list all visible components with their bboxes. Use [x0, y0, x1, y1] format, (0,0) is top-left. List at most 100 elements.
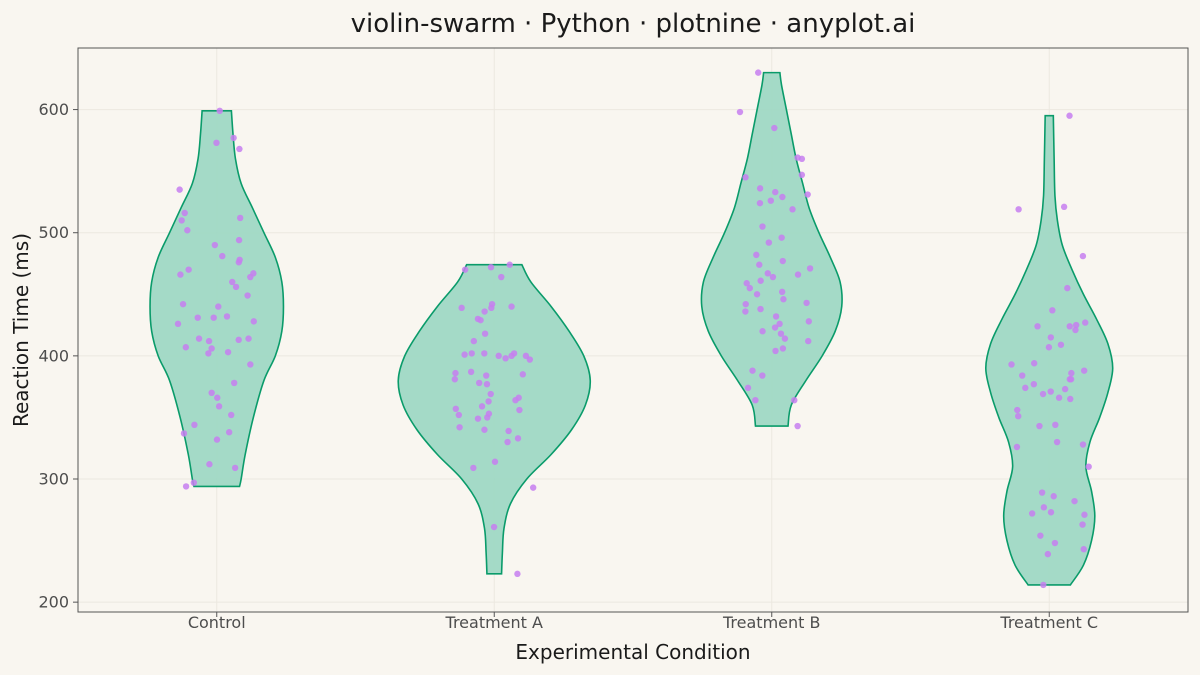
data-point	[1079, 441, 1087, 448]
data-point	[228, 411, 235, 419]
violin-control	[149, 110, 285, 488]
data-point	[1072, 321, 1080, 329]
data-point	[1049, 307, 1056, 314]
data-point	[474, 415, 482, 422]
point-layer	[174, 69, 1092, 589]
data-point	[475, 379, 483, 387]
data-point	[250, 318, 257, 325]
data-point	[1030, 380, 1038, 388]
data-point	[753, 291, 761, 298]
data-point	[1061, 385, 1069, 393]
data-point	[483, 372, 490, 379]
data-point	[180, 430, 188, 437]
data-point	[225, 429, 233, 436]
data-point	[789, 206, 796, 213]
data-point	[235, 336, 242, 344]
data-point	[244, 292, 251, 299]
y-tick-label: 300	[38, 470, 69, 489]
data-point	[1057, 341, 1065, 348]
x-tick-label: Treatment B	[722, 613, 820, 632]
data-point	[1014, 406, 1021, 414]
data-point	[190, 479, 198, 486]
data-point	[219, 252, 226, 260]
data-point	[1037, 532, 1044, 539]
data-point	[757, 305, 764, 313]
data-point	[495, 352, 502, 360]
data-point	[1051, 539, 1059, 547]
data-point	[179, 300, 187, 308]
data-point	[806, 265, 814, 272]
data-point	[455, 411, 463, 419]
data-point	[205, 350, 212, 357]
data-point	[458, 304, 465, 312]
data-point	[1055, 394, 1063, 401]
data-point	[791, 396, 798, 404]
data-point	[1028, 510, 1036, 517]
x-tick-layer: Control Treatment A Treatment B Treatment C	[188, 612, 1098, 632]
data-point	[174, 320, 182, 328]
data-point	[215, 403, 223, 410]
data-point	[776, 320, 783, 328]
data-point	[506, 261, 513, 268]
y-tick-label: 500	[38, 223, 69, 242]
data-point	[765, 239, 773, 246]
data-point	[1047, 509, 1055, 516]
data-point	[516, 406, 523, 414]
data-point	[1067, 395, 1074, 403]
data-point	[481, 350, 488, 357]
data-point	[224, 348, 232, 356]
data-point	[1068, 369, 1075, 377]
data-point	[1072, 326, 1079, 334]
data-point	[498, 273, 505, 281]
y-tick-label: 200	[38, 593, 69, 612]
data-point	[491, 458, 499, 465]
data-point	[1008, 361, 1015, 368]
data-point	[742, 174, 749, 181]
data-point	[779, 345, 787, 352]
data-point	[805, 337, 812, 345]
data-point	[1019, 372, 1026, 379]
data-point	[1045, 344, 1053, 351]
data-point	[487, 264, 495, 271]
data-point	[778, 288, 786, 296]
data-point	[456, 424, 463, 431]
data-point	[1081, 511, 1088, 518]
data-point	[452, 369, 459, 377]
data-point	[749, 367, 756, 374]
data-point	[804, 191, 811, 198]
data-point	[742, 308, 749, 315]
data-point	[236, 145, 243, 153]
data-point	[1071, 497, 1078, 505]
data-point	[231, 464, 239, 472]
data-point	[214, 394, 221, 401]
data-point	[485, 410, 493, 417]
data-point	[1039, 390, 1047, 398]
data-point	[236, 256, 243, 264]
data-point	[1053, 438, 1061, 446]
data-point	[461, 266, 469, 273]
data-point	[182, 483, 190, 490]
data-point	[1082, 319, 1089, 326]
data-point	[481, 308, 488, 315]
data-point	[216, 107, 223, 115]
data-point	[236, 214, 244, 222]
y-tick-layer: 200 300 400 500 600	[38, 100, 78, 612]
data-point	[764, 270, 771, 277]
x-axis-title: Experimental Condition	[515, 640, 750, 664]
data-point	[206, 461, 213, 468]
data-point	[1030, 360, 1038, 367]
data-point	[779, 193, 786, 201]
data-point	[481, 426, 488, 433]
data-point	[529, 484, 537, 491]
data-point	[1013, 443, 1021, 451]
data-point	[805, 318, 813, 325]
data-point	[451, 376, 459, 383]
data-point	[746, 284, 753, 292]
data-point	[213, 139, 220, 147]
x-tick-label: Control	[188, 613, 246, 632]
data-point	[1038, 489, 1046, 496]
data-point	[182, 344, 190, 351]
data-point	[772, 347, 779, 355]
data-point	[1066, 112, 1073, 119]
